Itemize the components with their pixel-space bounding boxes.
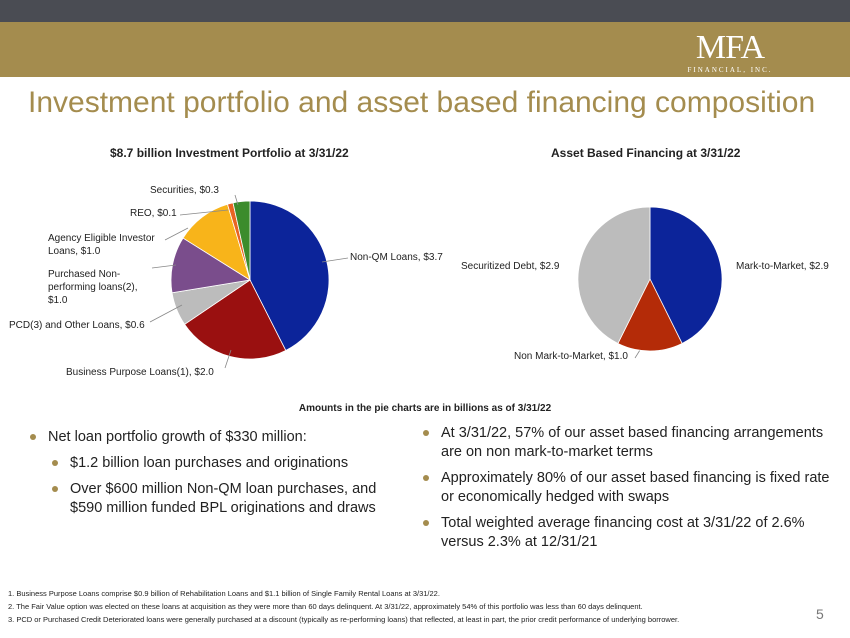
sub-bullet-item: $1.2 billion loan purchases and originat… <box>26 454 396 473</box>
company-logo: MFA FINANCIAL, INC. <box>680 30 780 76</box>
label-mtm: Mark-to-Market, $2.9 <box>736 261 829 272</box>
label-nonmtm: Non Mark-to-Market, $1.0 <box>514 351 628 362</box>
page-title: Investment portfolio and asset based fin… <box>28 86 816 119</box>
financing-pie-chart <box>577 206 723 352</box>
financing-slice-2 <box>577 206 651 344</box>
label-pcd: PCD(3) and Other Loans, $0.6 <box>9 320 145 331</box>
label-bpl: Business Purpose Loans(1), $2.0 <box>66 367 214 378</box>
footnote-1: 1. Business Purpose Loans comprise $0.9 … <box>8 589 440 598</box>
logo-subtext: FINANCIAL, INC. <box>687 66 773 74</box>
left-bullet-list: Net loan portfolio growth of $330 millio… <box>26 428 396 525</box>
bullet-text: Net loan portfolio growth of $330 millio… <box>48 429 307 445</box>
portfolio-chart-title: $8.7 billion Investment Portfolio at 3/3… <box>110 146 349 160</box>
financing-slice-0 <box>649 206 723 344</box>
label-npl-line3: $1.0 <box>48 295 68 306</box>
sub-bullet-item: Over $600 million Non-QM loan purchases,… <box>26 480 396 518</box>
bullet-item: Total weighted average financing cost at… <box>419 514 844 552</box>
portfolio-slice-1 <box>184 279 287 360</box>
bullet-text: Total weighted average financing cost at… <box>441 515 805 550</box>
page-number: 5 <box>816 606 824 622</box>
bullet-item: Approximately 80% of our asset based fin… <box>419 469 844 507</box>
label-nonqm: Non-QM Loans, $3.7 <box>350 252 443 263</box>
portfolio-pie-chart <box>170 200 330 360</box>
label-securitized: Securitized Debt, $2.9 <box>461 261 560 272</box>
financing-slice-1 <box>617 278 683 352</box>
header-band <box>0 22 850 77</box>
financing-chart-title: Asset Based Financing at 3/31/22 <box>551 146 741 160</box>
bullet-text: $1.2 billion loan purchases and originat… <box>70 455 349 471</box>
bullet-dot <box>423 430 429 436</box>
bullet-item: At 3/31/22, 57% of our asset based finan… <box>419 424 844 462</box>
bullet-dot <box>423 520 429 526</box>
label-securities: Securities, $0.3 <box>150 185 219 196</box>
footnote-3: 3. PCD or Purchased Credit Deteriorated … <box>8 615 680 624</box>
bullet-text: Approximately 80% of our asset based fin… <box>441 470 830 505</box>
portfolio-slice-6 <box>232 200 251 281</box>
label-agency-line1: Agency Eligible Investor <box>48 233 155 244</box>
label-npl: Purchased Non- performing loans(2), $1.0 <box>48 268 137 307</box>
label-agency-line2: Loans, $1.0 <box>48 246 101 257</box>
bullet-dot <box>423 475 429 481</box>
right-bullet-list: At 3/31/22, 57% of our asset based finan… <box>419 424 844 559</box>
top-bar <box>0 0 850 22</box>
label-agency: Agency Eligible Investor Loans, $1.0 <box>48 232 155 258</box>
bullet-text: At 3/31/22, 57% of our asset based finan… <box>441 425 824 460</box>
label-npl-line2: performing loans(2), <box>48 282 138 293</box>
bullet-text: Over $600 million Non-QM loan purchases,… <box>70 481 377 516</box>
label-npl-line1: Purchased Non- <box>48 269 121 280</box>
bullet-dot <box>52 486 58 492</box>
label-reo: REO, $0.1 <box>130 208 177 219</box>
bullet-dot <box>52 460 58 466</box>
bullet-item: Net loan portfolio growth of $330 millio… <box>26 428 396 447</box>
bullet-dot <box>30 434 36 440</box>
footnote-2: 2. The Fair Value option was elected on … <box>8 602 643 611</box>
chart-note: Amounts in the pie charts are in billion… <box>298 403 552 414</box>
logo-text: MFA <box>695 29 765 66</box>
